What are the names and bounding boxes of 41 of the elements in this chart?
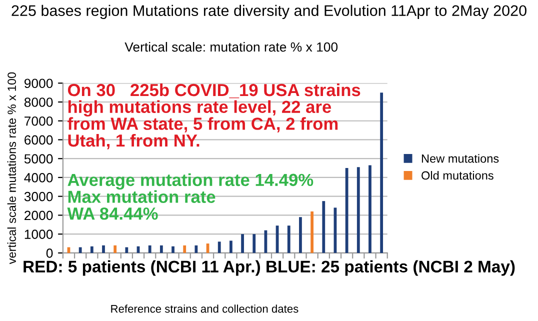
bar — [322, 201, 326, 253]
y-tick-label: 7000 — [24, 116, 53, 126]
y-tick-label: 1000 — [24, 230, 53, 239]
y-tick-label: 3000 — [24, 192, 53, 202]
bar — [252, 234, 256, 253]
x-axis-title: Reference strains and collection dates — [111, 304, 298, 313]
bar — [230, 240, 232, 253]
bar — [310, 211, 314, 253]
bar — [172, 246, 174, 253]
chart-title: 225 bases region Mutations rate diversity and Evolution 11Apr to 2May 2020 — [12, 4, 526, 20]
bar — [380, 92, 384, 253]
legend-label: Old mutations — [422, 170, 494, 180]
bar — [114, 245, 117, 253]
y-tick-label: 9000 — [24, 78, 53, 88]
chart-subtitle: Vertical scale: mutation rate % x 100 — [124, 42, 338, 52]
text: RED: 5 patients (NCBI 11 Apr.) BLUE: 25 patients (NCBI 2 May) — [24, 260, 515, 276]
bar — [368, 165, 372, 253]
annotation: On 30 225b COVID_19 USA strains high mutations rate level, 22 are from WA state, 5 from CA, 2 from Utah, 1 from NY. — [68, 83, 360, 150]
bar — [287, 226, 290, 253]
y-tick-label: 5000 — [24, 154, 53, 164]
y-tick-label: 6000 — [24, 135, 53, 145]
y-tick-label: 4000 — [24, 173, 53, 182]
bar — [160, 245, 163, 253]
bar — [183, 245, 186, 253]
y-tick-label: 0 — [46, 248, 53, 258]
bar — [90, 246, 94, 253]
bar — [218, 242, 221, 253]
bar — [78, 247, 82, 253]
y-axis-title: vertical scale mutations rate % x 100 — [7, 72, 16, 264]
y-tick-label: 2000 — [24, 210, 53, 220]
bar — [194, 245, 198, 253]
legend-label: New mutations — [422, 154, 499, 163]
bar — [356, 167, 360, 253]
y-tick-label: 8000 — [24, 98, 53, 107]
bar — [125, 247, 128, 253]
annotation: Average mutation rate 14.49% Max mutation rate WA 84.44% — [67, 173, 314, 220]
bar — [299, 217, 302, 253]
bar — [148, 245, 152, 253]
bar — [102, 245, 105, 253]
bar — [241, 234, 244, 253]
bar — [345, 168, 348, 253]
